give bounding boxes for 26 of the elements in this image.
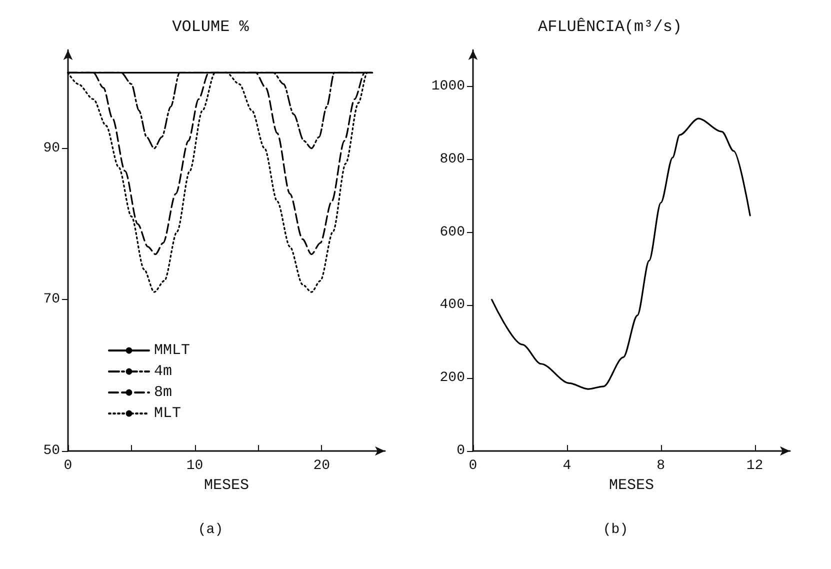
x-tick-label: 10: [186, 458, 204, 474]
chart-title: VOLUME %: [172, 18, 250, 36]
x-axis-title: MESES: [608, 476, 654, 494]
legend-label: 4m: [154, 363, 172, 380]
text: (a): [198, 522, 224, 538]
x-tick-label: 0: [64, 458, 72, 474]
x-tick-label: 4: [562, 458, 572, 474]
y-tick-label: 90: [43, 140, 60, 156]
y-tick-label: 200: [440, 370, 465, 386]
x-tick-label: 12: [746, 458, 764, 474]
y-tick-label: 0: [456, 443, 465, 459]
chart-title: AFLUÊNCIA(m³/s): [538, 17, 682, 36]
x-tick-label: 8: [656, 458, 666, 474]
y-tick-label: 800: [440, 151, 465, 168]
y-tick-label: 1000: [431, 78, 465, 94]
y-tick-label: 70: [43, 292, 60, 308]
legend-label: MLT: [154, 405, 182, 422]
legend-label: MMLT: [154, 342, 190, 359]
x-tick-label: 20: [313, 458, 330, 474]
x-axis-title: MESES: [204, 476, 250, 494]
x-tick-label: 0: [468, 458, 478, 474]
y-tick-label: 50: [43, 443, 60, 459]
legend-label: 8m: [154, 384, 172, 401]
y-tick-label: 400: [440, 297, 465, 314]
text: (b): [602, 522, 628, 538]
y-tick-label: 600: [440, 224, 465, 240]
